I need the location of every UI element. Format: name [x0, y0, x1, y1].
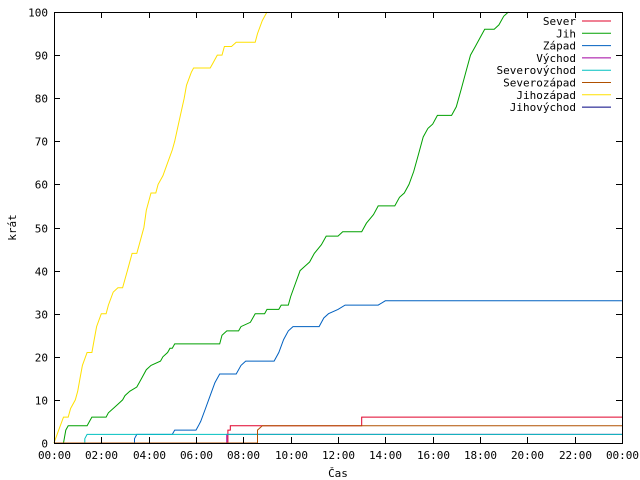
- y-tick-label: 80: [35, 93, 48, 106]
- y-tick-label: 40: [35, 266, 48, 279]
- series-line-1: [54, 416, 622, 444]
- x-tick-label: 04:00: [133, 449, 166, 462]
- y-tick-label: 100: [28, 7, 48, 20]
- legend-entry-label: Severovýchod: [497, 64, 576, 77]
- axis-ticks-group: 0 10 20 30 40 50 60 70 80 90 100 00:00 02:00 04:00 06:…: [28, 7, 639, 463]
- legend: SeverJihZápadVýchodSeverovýchodSeverozáp…: [497, 15, 611, 114]
- x-tick-label: 22:00: [559, 449, 592, 462]
- series-line-3: [54, 300, 622, 444]
- y-tick-label: 50: [35, 223, 48, 236]
- legend-entry-label: Východ: [536, 52, 576, 65]
- x-tick-label: 10:00: [275, 449, 308, 462]
- y-tick-label: 60: [35, 179, 48, 192]
- y-tick-label: 20: [35, 352, 48, 365]
- y-tick-label: 70: [35, 136, 48, 149]
- series-line-7: [53, 11, 268, 444]
- x-tick-label: 16:00: [417, 449, 450, 462]
- legend-entry-label: Západ: [543, 40, 576, 53]
- y-tick-label: 10: [35, 395, 48, 408]
- legend-entry-label: Severozápad: [503, 77, 576, 90]
- x-tick-label: 06:00: [180, 449, 213, 462]
- legend-entry-label: Jihovýchod: [510, 101, 576, 114]
- y-tick-label: 30: [35, 309, 48, 322]
- x-tick-label: 02:00: [85, 449, 118, 462]
- x-tick-label: 12:00: [322, 449, 355, 462]
- legend-entry-label: Jihozápad: [516, 89, 576, 102]
- x-axis-title: Čas: [328, 467, 348, 480]
- x-tick-label: 14:00: [369, 449, 402, 462]
- x-tick-label: 20:00: [511, 449, 544, 462]
- legend-entry-label: Jih: [556, 27, 576, 40]
- y-tick-label: 0: [41, 438, 48, 451]
- x-tick-label: 08:00: [227, 449, 260, 462]
- x-tick-label: 00:00: [606, 449, 639, 462]
- y-axis-title: krát: [6, 214, 19, 241]
- legend-entry-label: Sever: [543, 15, 576, 28]
- y-tick-label: 90: [35, 50, 48, 63]
- x-tick-label: 18:00: [464, 449, 497, 462]
- series-line-2: [54, 11, 509, 444]
- x-tick-label: 00:00: [38, 449, 71, 462]
